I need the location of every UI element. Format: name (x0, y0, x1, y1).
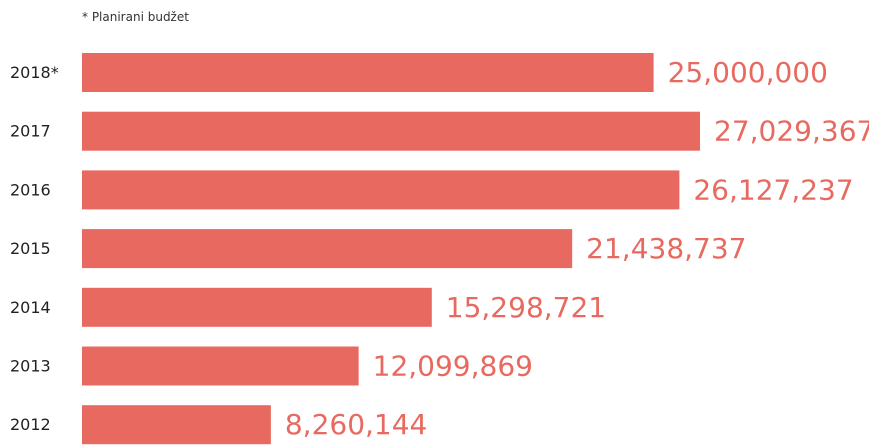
bar (82, 229, 573, 269)
category-label: 2015 (10, 239, 51, 258)
category-label: 2017 (10, 122, 51, 141)
value-label: 12,099,869 (373, 350, 533, 383)
chart-note: * Planirani budžet (82, 10, 189, 24)
value-label: 21,438,737 (586, 232, 746, 265)
value-label: 26,127,237 (693, 173, 853, 206)
bar (82, 170, 680, 210)
value-label: 25,000,000 (668, 56, 828, 89)
category-label: 2014 (10, 298, 51, 317)
value-label: 27,029,367 (714, 115, 869, 148)
bar (82, 53, 654, 92)
bar (82, 111, 700, 151)
category-label: 2018* (10, 63, 59, 82)
category-label: 2012 (10, 415, 51, 434)
category-label: 2013 (10, 357, 51, 376)
bar (82, 287, 432, 327)
category-label: 2016 (10, 180, 51, 199)
bar (82, 405, 271, 445)
bar (82, 346, 359, 386)
value-label: 8,260,144 (285, 408, 428, 441)
value-label: 15,298,721 (446, 291, 606, 324)
